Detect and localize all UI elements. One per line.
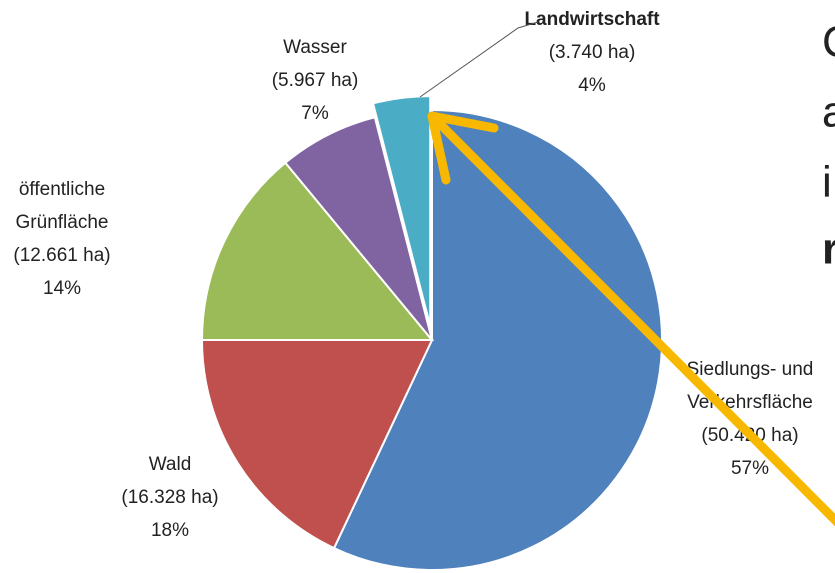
pie-slice — [200, 339, 434, 550]
value-label: 57% — [731, 458, 769, 479]
pie-slice — [332, 108, 663, 571]
side-text: C — [822, 18, 835, 67]
area-label: (5.967 ha) — [272, 70, 359, 91]
side-text: i — [822, 158, 832, 207]
value-label: 14% — [43, 278, 81, 299]
category-label: öffentliche Grünfläche — [16, 179, 109, 233]
category-label: Wald — [149, 454, 192, 475]
leader-line — [419, 21, 539, 98]
category-label: Wasser — [283, 37, 347, 58]
label-line: öffentliche — [19, 179, 105, 200]
area-label: (12.661 ha) — [13, 245, 110, 266]
value-label: 7% — [301, 103, 329, 124]
value-label: 18% — [151, 520, 189, 541]
value-label: 4% — [578, 75, 606, 96]
pie-slice — [283, 116, 433, 341]
category-label: Landwirtschaft — [524, 9, 660, 30]
pie-slice — [371, 95, 432, 327]
arrow-head — [427, 111, 499, 185]
label-line: Grünfläche — [16, 212, 109, 233]
arrow-shaft — [427, 111, 835, 527]
area-label: (3.740 ha) — [549, 42, 636, 63]
side-text: r — [822, 225, 835, 274]
label-line: Siedlungs- und — [687, 359, 814, 380]
side-text: a — [822, 88, 835, 137]
area-label: (16.328 ha) — [121, 487, 218, 508]
pie-slice — [200, 161, 435, 341]
